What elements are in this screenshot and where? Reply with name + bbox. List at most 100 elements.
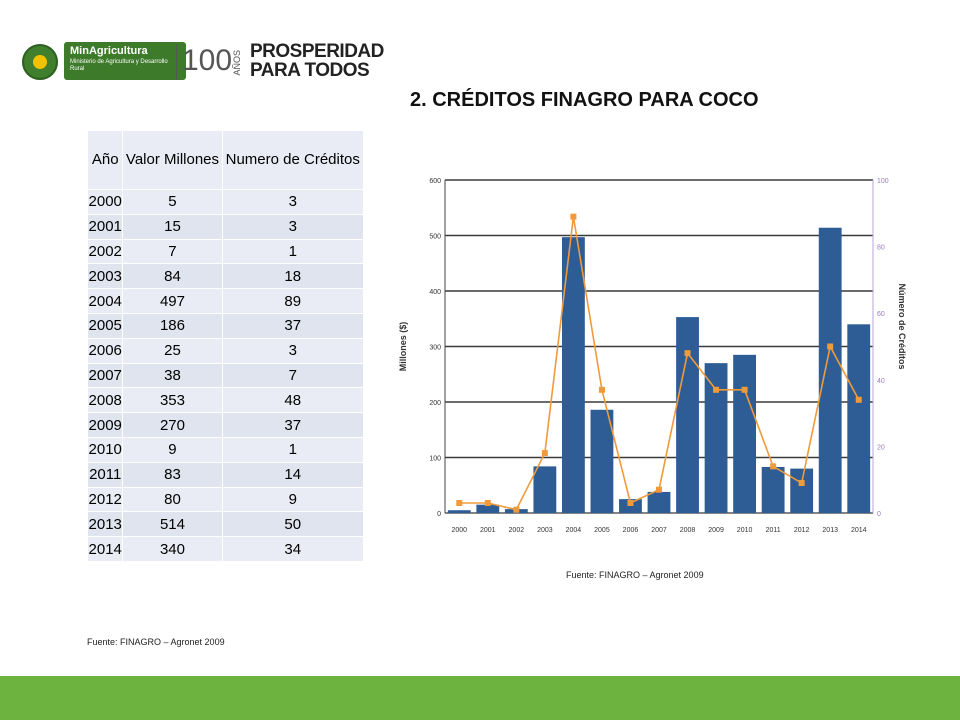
- cell-count: 37: [221, 312, 364, 339]
- bar: [818, 227, 842, 514]
- line-marker: [484, 500, 491, 507]
- cell-year: 2008: [86, 387, 124, 414]
- bar: [790, 468, 814, 513]
- cell-count: 14: [221, 461, 364, 488]
- cell-count: 1: [221, 238, 364, 265]
- line-marker: [541, 450, 548, 457]
- cell-year: 2006: [86, 337, 124, 364]
- y2-axis-title: Número de Créditos: [897, 283, 907, 369]
- data-table: Año Valor Millones Numero de Créditos 20…: [86, 130, 364, 562]
- cell-value: 270: [122, 412, 223, 438]
- header-value: Valor Millones: [122, 130, 223, 190]
- bar: [447, 510, 471, 513]
- cell-value: 340: [122, 536, 223, 562]
- y2-tick-label: 100: [877, 178, 889, 185]
- bar: [533, 466, 557, 513]
- table-row: 2005 186 37: [86, 312, 364, 339]
- cell-year: 2009: [86, 412, 124, 438]
- cell-count: 37: [221, 412, 364, 438]
- table-body: 2000 5 3 2001 15 3 2002 7 1 2003 84 18 2004 497 89 2005…: [86, 189, 364, 562]
- x-tick-label: 2000: [451, 527, 467, 534]
- bar: [647, 491, 671, 513]
- y2-tick-label: 0: [877, 511, 881, 518]
- cell-year: 2007: [86, 362, 124, 389]
- slogan-logo: PROSPERIDAD PARA TODOS: [250, 42, 384, 80]
- y2-tick-label: 40: [877, 378, 885, 385]
- cell-value: 38: [122, 362, 223, 389]
- slide-title: 2. CRÉDITOS FINAGRO PARA COCO: [410, 89, 759, 111]
- bar: [676, 317, 699, 513]
- cell-count: 7: [221, 362, 364, 389]
- x-tick-label: 2001: [480, 527, 496, 534]
- bar: [619, 499, 642, 513]
- line-marker: [456, 500, 463, 507]
- coat-of-arms-icon: [22, 44, 58, 80]
- x-tick-label: 2008: [680, 527, 696, 534]
- cell-count: 3: [221, 189, 364, 215]
- cell-year: 2002: [86, 238, 124, 265]
- bar: [561, 237, 585, 513]
- slogan-line-1: PROSPERIDAD: [250, 41, 384, 62]
- combo-chart: 0 100 200 300 400 500 600 0 20 40 60 80 100 2000 2001 2…: [398, 178, 907, 534]
- ministry-name: MinAgricultura: [70, 45, 148, 57]
- line-marker: [656, 486, 662, 493]
- line-marker: [513, 506, 520, 513]
- cell-value: 497: [122, 288, 223, 314]
- centenary-label: AÑOS: [232, 50, 242, 76]
- cell-year: 2000: [86, 189, 124, 215]
- y2-tick-label: 60: [877, 311, 885, 318]
- ministry-logo: MinAgricultura Ministerio de Agricultura…: [64, 42, 186, 80]
- x-tick-label: 2012: [794, 527, 810, 534]
- bar: [761, 466, 785, 513]
- table-row: 2008 353 48: [86, 387, 364, 414]
- table-row: 2004 497 89: [86, 288, 364, 314]
- header-year: Año: [86, 130, 124, 190]
- bar: [733, 354, 757, 513]
- cell-value: 9: [122, 436, 223, 463]
- cell-count: 1: [221, 436, 364, 463]
- y-tick-label: 600: [429, 178, 441, 185]
- y-axis-title: Millones ($): [398, 322, 408, 372]
- chart-source: Fuente: FINAGRO – Agronet 2009: [566, 570, 704, 580]
- x-tick-label: 2014: [851, 527, 867, 534]
- table-row: 2012 80 9: [86, 486, 364, 513]
- cell-count: 50: [221, 511, 364, 538]
- x-tick-label: 2004: [566, 527, 582, 534]
- line-marker: [627, 500, 634, 507]
- cell-year: 2003: [86, 263, 124, 290]
- cell-value: 514: [122, 511, 223, 538]
- y-tick-label: 0: [437, 511, 441, 518]
- line-marker: [770, 463, 777, 470]
- table-row: 2013 514 50: [86, 511, 364, 538]
- cell-count: 34: [221, 536, 364, 562]
- table-row: 2000 5 3: [86, 189, 364, 215]
- cell-year: 2014: [86, 536, 124, 562]
- centenary-number: 100: [182, 44, 233, 77]
- cell-value: 7: [122, 238, 223, 265]
- y-tick-label: 100: [429, 456, 441, 463]
- cell-value: 80: [122, 486, 223, 513]
- table-row: 2009 270 37: [86, 412, 364, 438]
- x-tick-label: 2007: [651, 527, 667, 534]
- x-tick-label: 2013: [822, 527, 838, 534]
- table-row: 2001 15 3: [86, 213, 364, 240]
- cell-year: 2005: [86, 312, 124, 339]
- y2-tick-label: 20: [877, 444, 885, 451]
- cell-year: 2001: [86, 213, 124, 240]
- y2-tick-label: 80: [877, 245, 885, 252]
- table-source: Fuente: FINAGRO – Agronet 2009: [87, 637, 225, 647]
- cell-count: 9: [221, 486, 364, 513]
- cell-count: 3: [221, 213, 364, 240]
- x-tick-label: 2006: [623, 527, 639, 534]
- y-tick-label: 400: [429, 289, 441, 296]
- cell-value: 25: [122, 337, 223, 364]
- cell-value: 83: [122, 461, 223, 488]
- cell-year: 2013: [86, 511, 124, 538]
- line-marker: [598, 386, 605, 393]
- cell-year: 2011: [86, 461, 124, 488]
- table-row: 2010 9 1: [86, 436, 364, 463]
- cell-value: 186: [122, 312, 223, 339]
- cell-value: 84: [122, 263, 223, 290]
- cell-value: 353: [122, 387, 223, 414]
- table-row: 2007 38 7: [86, 362, 364, 389]
